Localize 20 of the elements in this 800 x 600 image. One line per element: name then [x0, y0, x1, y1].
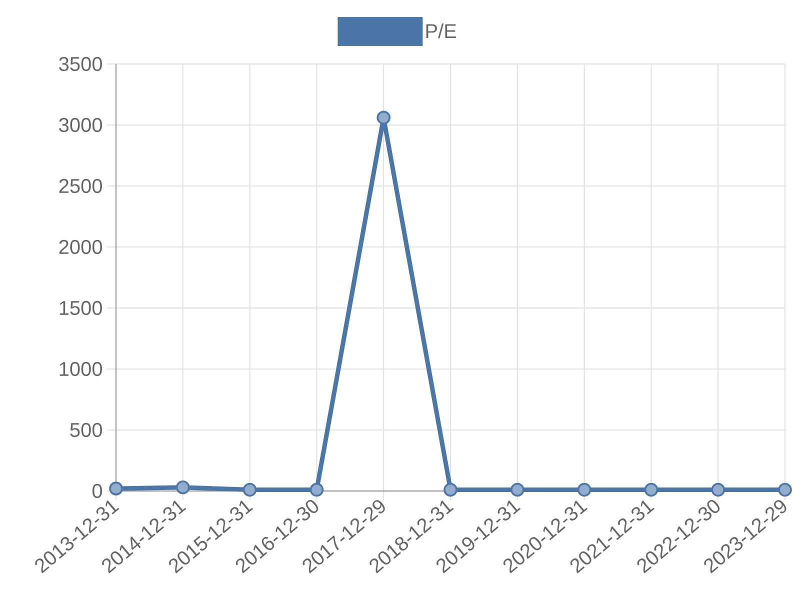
- point: [644, 482, 658, 497]
- legend-label: P/E: [426, 24, 456, 38]
- y-tick-label: 3500: [59, 56, 102, 72]
- y-tick-label: 1000: [60, 362, 102, 376]
- point: [577, 482, 592, 497]
- point: [711, 482, 726, 497]
- point: [310, 482, 324, 497]
- point: [176, 480, 190, 494]
- y-tick-label: 2500: [59, 178, 102, 194]
- y-tick-label: 500: [70, 422, 102, 438]
- point: [510, 482, 524, 497]
- y-tick-label: 0: [92, 484, 102, 498]
- point: [109, 482, 123, 496]
- point: [778, 482, 792, 497]
- point: [376, 110, 391, 125]
- point: [444, 482, 458, 497]
- y-tick-label: 3000: [59, 118, 102, 132]
- point: [242, 482, 257, 497]
- y-tick-label: 1500: [60, 300, 102, 316]
- y-tick-label: 2000: [59, 240, 102, 254]
